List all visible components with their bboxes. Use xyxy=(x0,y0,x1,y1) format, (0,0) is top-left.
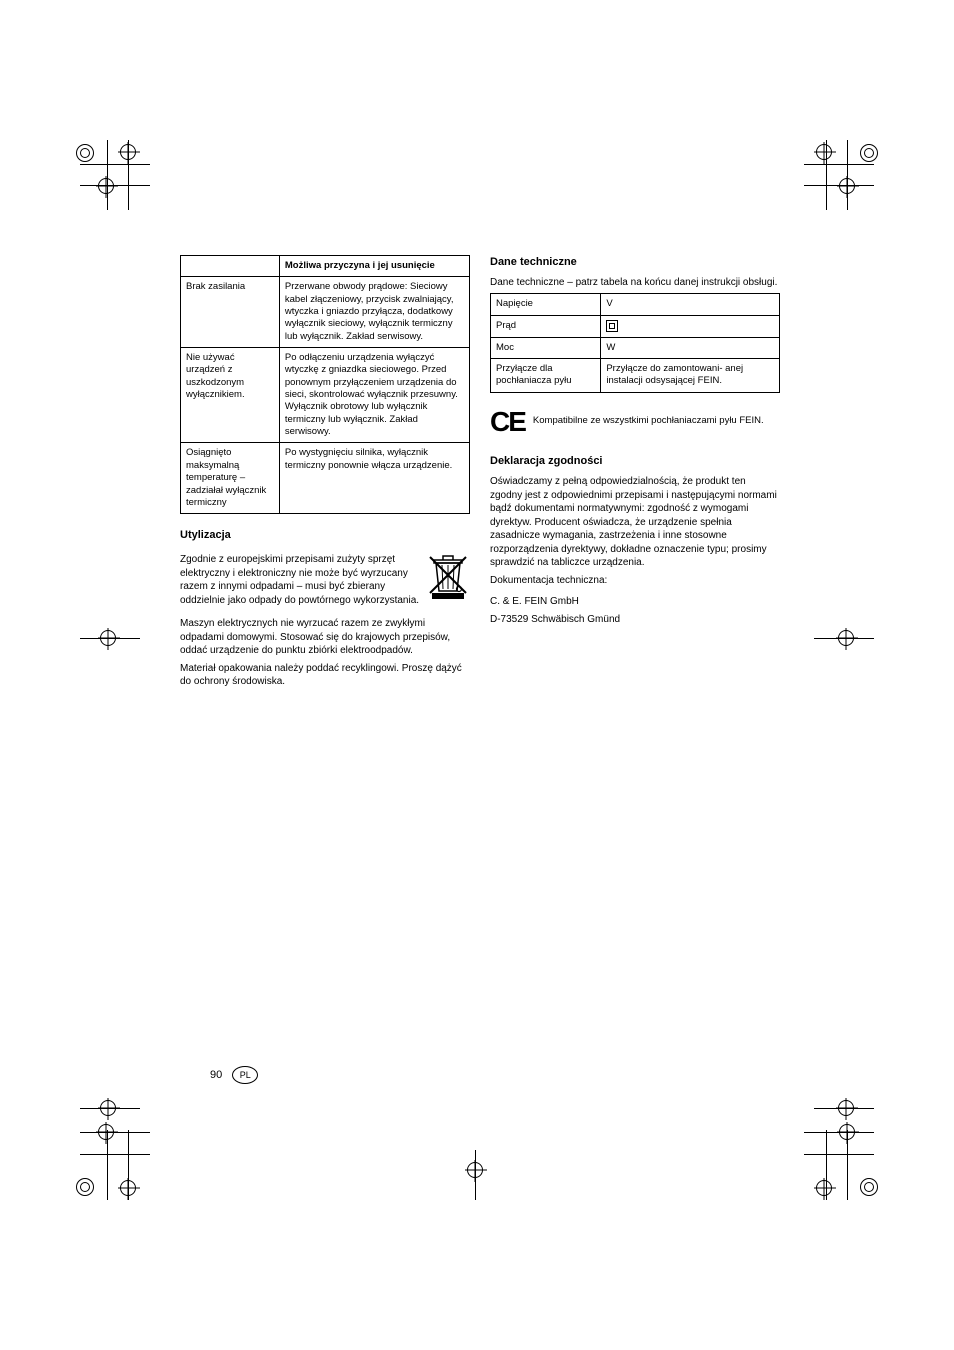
tbl-r1c0: Nie używać urządzeń z uszkodzonym wyłącz… xyxy=(181,348,280,443)
tech-data-title: Dane techniczne xyxy=(490,255,780,270)
page-content: Możliwa przyczyna i jej usunięcie Brak z… xyxy=(180,255,780,693)
crop-mark-mid-right xyxy=(814,620,874,660)
td-r1c1 xyxy=(601,315,780,337)
td-r1c0: Prąd xyxy=(491,315,601,337)
disposal-title: Utylizacja xyxy=(180,528,470,543)
tbl-header-0 xyxy=(181,256,280,277)
right-column: Dane techniczne Dane techniczne – patrz … xyxy=(490,255,780,693)
td-r2c0: Moc xyxy=(491,337,601,358)
td-r3c1: Przyłącze do zamontowani- anej instalacj… xyxy=(601,358,780,392)
tbl-r2c1: Po wystygnięciu silnika, wyłącznik termi… xyxy=(279,443,469,514)
tbl-r2c0: Osiągnięto maksymalną temperaturę – zadz… xyxy=(181,443,280,514)
tech-data-intro: Dane techniczne – patrz tabela na końcu … xyxy=(490,276,780,290)
td-r0c1: V xyxy=(601,294,780,315)
page-footer: 90 PL xyxy=(210,1066,258,1084)
crop-mark-top-left xyxy=(80,140,150,210)
crop-mark-top-right xyxy=(804,140,874,210)
declaration-para: Oświadczamy z pełną odpowiedzialnością, … xyxy=(490,475,780,570)
declaration-signoff: Dokumentacja techniczna: xyxy=(490,574,780,588)
td-r3c0: Przyłącze dla pochłaniacza pyłu xyxy=(491,358,601,392)
crop-mark-mid-left xyxy=(80,620,140,660)
ce-text: Kompatibilne ze wszystkimi pochłaniaczam… xyxy=(533,415,764,427)
double-insulation-icon xyxy=(606,320,618,332)
disposal-block: Zgodnie z europejskimi przepisami zużyty… xyxy=(180,553,470,607)
troubleshooting-table: Możliwa przyczyna i jej usunięcie Brak z… xyxy=(180,255,470,514)
declaration-title: Deklaracja zgodności xyxy=(490,454,780,469)
td-r0c0: Napięcie xyxy=(491,294,601,315)
page-number: 90 xyxy=(210,1069,222,1081)
left-column: Możliwa przyczyna i jej usunięcie Brak z… xyxy=(180,255,470,693)
declaration-addr: D-73529 Schwäbisch Gmünd xyxy=(490,613,780,627)
declaration-company: C. & E. FEIN GmbH xyxy=(490,595,780,609)
ce-mark-icon: CE xyxy=(490,403,525,441)
disposal-p3: Materiał opakowania należy poddać recykl… xyxy=(180,662,470,689)
crop-mark-bottom-right xyxy=(804,1130,874,1200)
ce-block: CE Kompatibilne ze wszystkimi pochłaniac… xyxy=(490,403,780,441)
crop-mark-bottom-center xyxy=(447,1150,507,1200)
disposal-p2: Maszyn elektrycznych nie wyrzucać razem … xyxy=(180,617,470,658)
tbl-r0c0: Brak zasilania xyxy=(181,277,280,348)
tbl-r0c1: Przerwane obwody prądowe: Sieciowy kabel… xyxy=(279,277,469,348)
tbl-header-1: Możliwa przyczyna i jej usunięcie xyxy=(279,256,469,277)
lang-badge: PL xyxy=(232,1066,258,1084)
td-r2c1: W xyxy=(601,337,780,358)
tech-data-table: Napięcie V Prąd Moc W Przyłącze dla poch… xyxy=(490,293,780,392)
tbl-r1c1: Po odłączeniu urządzenia wyłączyć wtyczk… xyxy=(279,348,469,443)
weee-bin-icon xyxy=(426,553,470,603)
crop-mark-lower-left xyxy=(80,1090,140,1130)
crop-mark-bottom-left xyxy=(80,1130,150,1200)
